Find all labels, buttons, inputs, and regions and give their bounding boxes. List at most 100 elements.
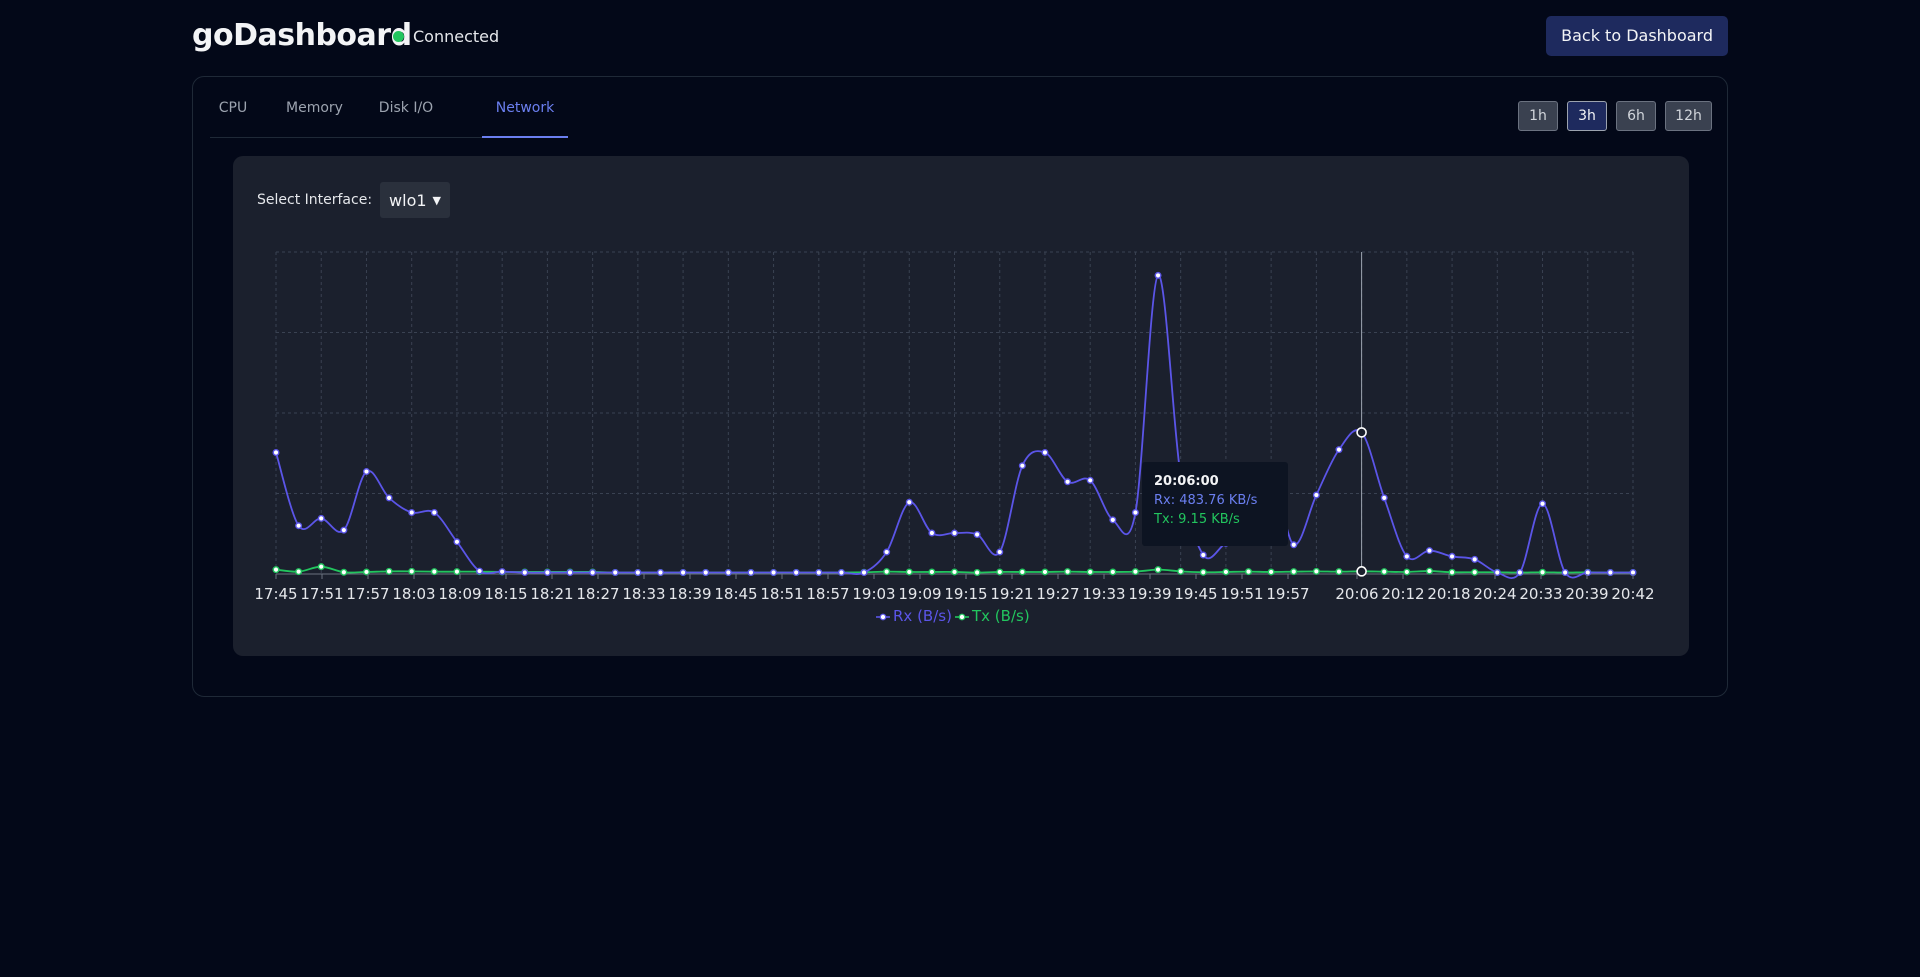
interface-selected-value: wlo1 [389, 190, 427, 210]
rx-data-point [928, 529, 936, 537]
rx-data-point [1064, 478, 1072, 486]
tooltip-rx: Rx: 483.76 KB/s [1154, 493, 1258, 508]
rx-data-point [295, 522, 303, 530]
rx-data-point [747, 569, 755, 577]
range-1h-button[interactable]: 1h [1518, 101, 1558, 131]
range-6h-button[interactable]: 6h [1616, 101, 1656, 131]
rx-data-point [272, 449, 280, 457]
rx-data-point [566, 569, 574, 577]
tx-data-point [1539, 568, 1547, 576]
legend-rx-label: Rx (B/s) [893, 607, 952, 625]
x-tick-label: 20:33 [1519, 585, 1562, 603]
rx-data-point [611, 569, 619, 577]
tx-data-point [1448, 568, 1456, 576]
rx-data-point [1041, 449, 1049, 457]
rx-series-line [275, 274, 1633, 580]
rx-data-point [1018, 462, 1026, 470]
tx-data-point [1267, 568, 1275, 576]
tab-disk-io[interactable]: Disk I/O [378, 100, 434, 116]
rx-data-point [340, 526, 348, 534]
tx-data-point [1086, 568, 1094, 576]
x-tick-label: 20:06 [1335, 585, 1378, 603]
x-tick-label: 19:27 [1036, 585, 1079, 603]
tx-data-point [1380, 568, 1388, 576]
header: goDashboard Connected Back to Dashboard [192, 16, 1728, 56]
rx-data-point [521, 569, 529, 577]
tx-data-point [1222, 568, 1230, 576]
range-12h-button[interactable]: 12h [1665, 101, 1712, 131]
x-tick-label: 19:09 [898, 585, 941, 603]
tab-cpu[interactable]: CPU [218, 100, 248, 116]
x-tick-label: 19:03 [852, 585, 895, 603]
tx-data-point [1403, 568, 1411, 576]
x-tick-label: 20:42 [1611, 585, 1654, 603]
tx-data-point [1199, 568, 1207, 576]
rx-data-point [1539, 500, 1547, 508]
interface-label: Select Interface: [257, 192, 373, 208]
rx-data-point [408, 509, 416, 517]
rx-data-point [679, 569, 687, 577]
x-tick-label: 18:09 [438, 585, 481, 603]
rx-data-point [1584, 569, 1592, 577]
rx-data-point [951, 529, 959, 537]
rx-data-point [453, 538, 461, 546]
tx-data-point [1109, 568, 1117, 576]
rx-data-point [905, 498, 913, 506]
tooltip-tx: Tx: 9.15 KB/s [1154, 512, 1240, 527]
x-tick-label: 19:39 [1128, 585, 1171, 603]
rx-data-point [792, 569, 800, 577]
chart-tooltip: 20:06:00 Rx: 483.76 KB/s Tx: 9.15 KB/s [1142, 462, 1288, 546]
rx-data-point [815, 569, 823, 577]
tx-data-point [951, 568, 959, 576]
x-tick-label: 18:21 [530, 585, 573, 603]
tab-memory[interactable]: Memory [286, 100, 343, 116]
rx-data-point [1403, 552, 1411, 560]
rx-data-point [634, 569, 642, 577]
rx-data-point [1290, 541, 1298, 549]
rx-data-point [883, 548, 891, 556]
rx-data-point [996, 548, 1004, 556]
x-tick-label: 19:57 [1266, 585, 1309, 603]
rx-data-point [317, 514, 325, 522]
chevron-down-icon: ▼ [432, 193, 442, 207]
back-to-dashboard-button[interactable]: Back to Dashboard [1546, 16, 1728, 56]
tx-data-point [1425, 567, 1433, 575]
tx-data-point [996, 568, 1004, 576]
range-3h-button[interactable]: 3h [1567, 101, 1607, 131]
rx-data-point [1086, 476, 1094, 484]
rx-data-point [430, 509, 438, 517]
interface-selector: Select Interface: wlo1 ▼ [257, 182, 451, 218]
rx-data-point [1448, 552, 1456, 560]
x-tick-label: 17:51 [300, 585, 343, 603]
tx-data-point [1041, 568, 1049, 576]
tx-data-point [340, 568, 348, 576]
tx-data-point [385, 567, 393, 575]
tx-data-point [928, 568, 936, 576]
tx-data-point [1290, 568, 1298, 576]
rx-data-point [498, 568, 506, 576]
tx-data-point [1471, 568, 1479, 576]
rx-data-point [1493, 569, 1501, 577]
rx-data-point [1312, 491, 1320, 499]
rx-data-point [702, 569, 710, 577]
x-tick-label: 18:39 [668, 585, 711, 603]
rx-data-point [860, 569, 868, 577]
rx-data-point [1561, 569, 1569, 577]
tx-data-point [1154, 566, 1162, 574]
x-tick-label: 18:45 [714, 585, 757, 603]
x-tick-label: 18:27 [576, 585, 619, 603]
legend-rx-marker-icon [879, 613, 887, 621]
rx-data-point [1335, 446, 1343, 454]
rx-hover-point [1356, 427, 1367, 438]
tx-data-point [883, 568, 891, 576]
connection-status: Connected [393, 27, 499, 46]
interface-select[interactable]: wlo1 ▼ [380, 182, 451, 218]
rx-data-point [543, 569, 551, 577]
tab-network[interactable]: Network [482, 93, 568, 138]
tx-data-point [295, 568, 303, 576]
tx-data-point [1064, 568, 1072, 576]
rx-data-point [1109, 516, 1117, 524]
tx-data-point [272, 566, 280, 574]
rx-data-point [770, 569, 778, 577]
